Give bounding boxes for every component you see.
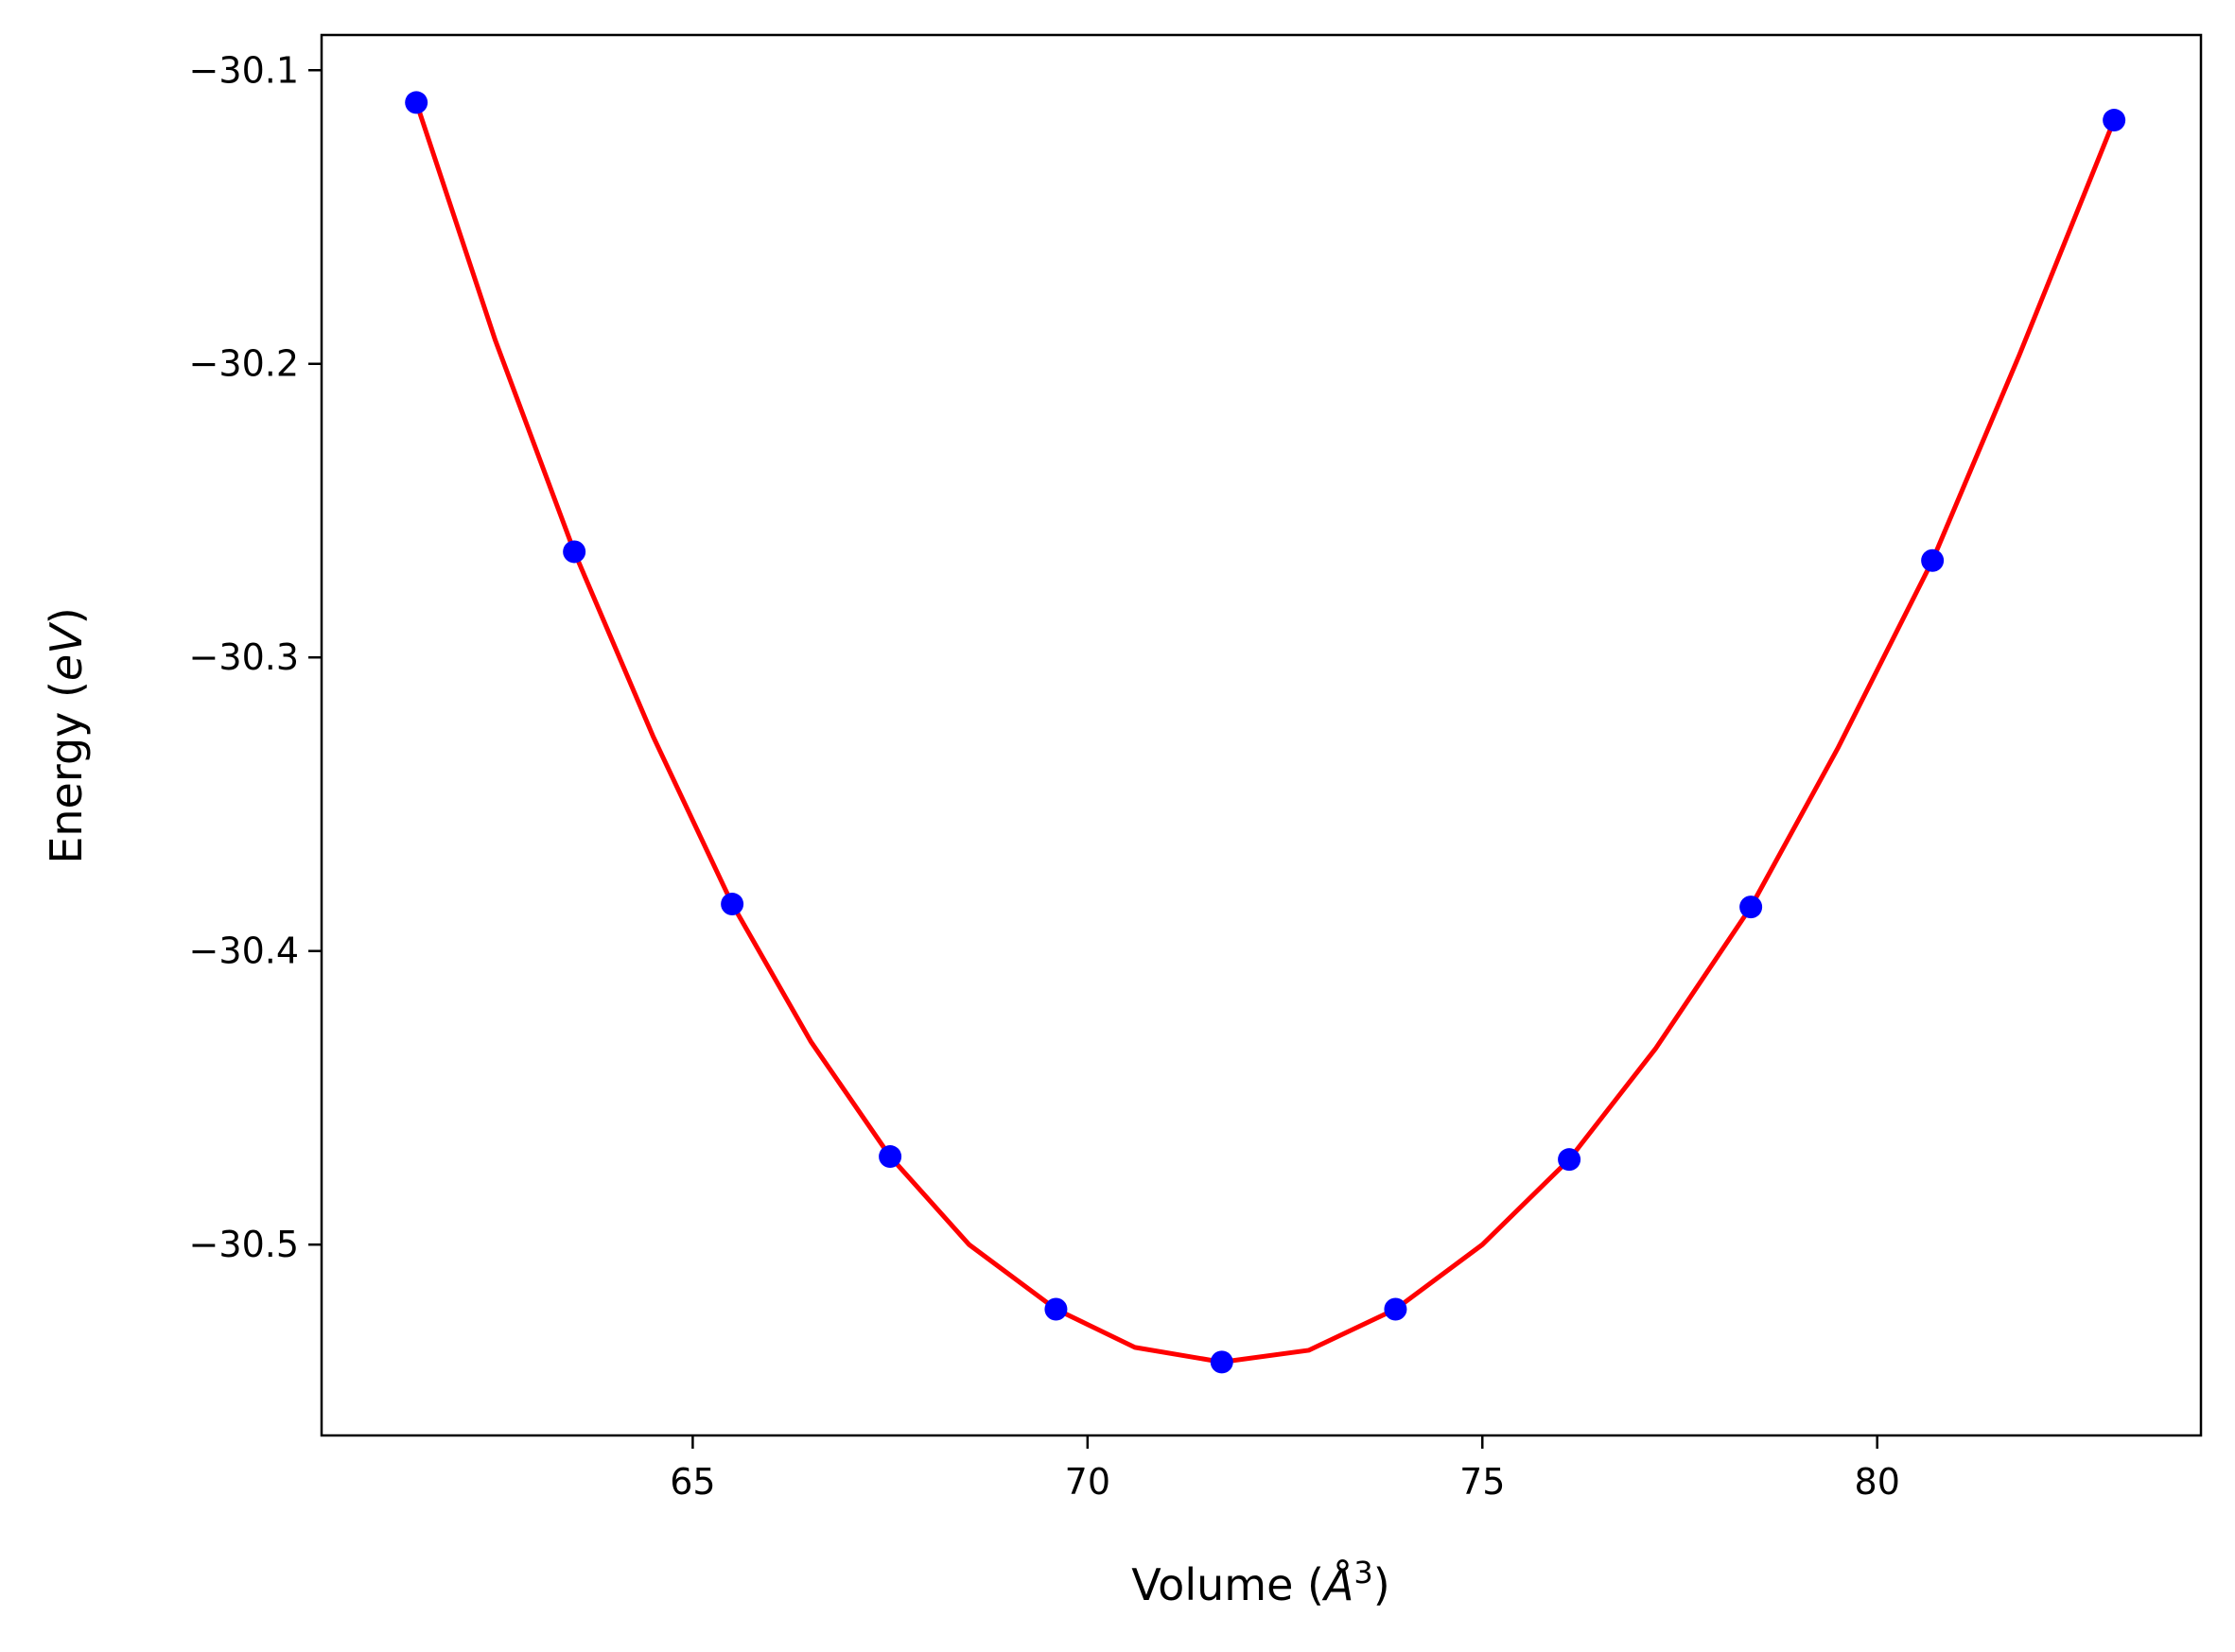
x-axis-label-unit: Å bbox=[1321, 1559, 1353, 1610]
y-axis-label-close: ) bbox=[41, 607, 92, 624]
data-point bbox=[879, 1145, 902, 1169]
data-point bbox=[721, 893, 744, 916]
y-tick-label: −30.3 bbox=[189, 636, 299, 678]
x-axis-label-close: ) bbox=[1373, 1559, 1390, 1610]
plot-layer bbox=[405, 91, 2126, 1374]
data-point bbox=[2103, 109, 2126, 132]
x-axis-label: Volume (Å3) bbox=[1131, 1555, 1389, 1610]
y-axis-label: Energy (eV) bbox=[41, 607, 92, 863]
plot-frame bbox=[320, 33, 2203, 1437]
x-tick-label: 75 bbox=[1459, 1461, 1505, 1503]
data-point bbox=[405, 91, 428, 114]
x-tick-label: 70 bbox=[1065, 1461, 1110, 1503]
y-axis-label-unit: eV bbox=[41, 621, 92, 681]
y-tick-label: −30.4 bbox=[189, 930, 299, 972]
data-point bbox=[1739, 896, 1763, 919]
y-tick-label: −30.1 bbox=[189, 49, 299, 91]
y-axis-ticks: −30.1 −30.2 −30.3 −30.4 −30.5 bbox=[189, 49, 322, 1265]
y-tick-label: −30.2 bbox=[189, 343, 299, 385]
data-point bbox=[563, 540, 586, 564]
x-tick-label: 65 bbox=[670, 1461, 715, 1503]
x-axis-label-exponent: 3 bbox=[1353, 1555, 1372, 1591]
x-axis-label-main: Volume ( bbox=[1131, 1559, 1324, 1610]
data-point bbox=[1921, 548, 1945, 572]
y-tick-label: −30.5 bbox=[189, 1224, 299, 1265]
data-point bbox=[1044, 1297, 1068, 1321]
data-point bbox=[1384, 1297, 1407, 1321]
x-tick-label: 80 bbox=[1855, 1461, 1900, 1503]
data-point bbox=[1558, 1148, 1581, 1172]
data-point bbox=[1210, 1350, 1233, 1374]
y-axis-label-main: Energy ( bbox=[41, 681, 92, 864]
x-axis-ticks: 65 70 75 80 bbox=[670, 1435, 1900, 1503]
